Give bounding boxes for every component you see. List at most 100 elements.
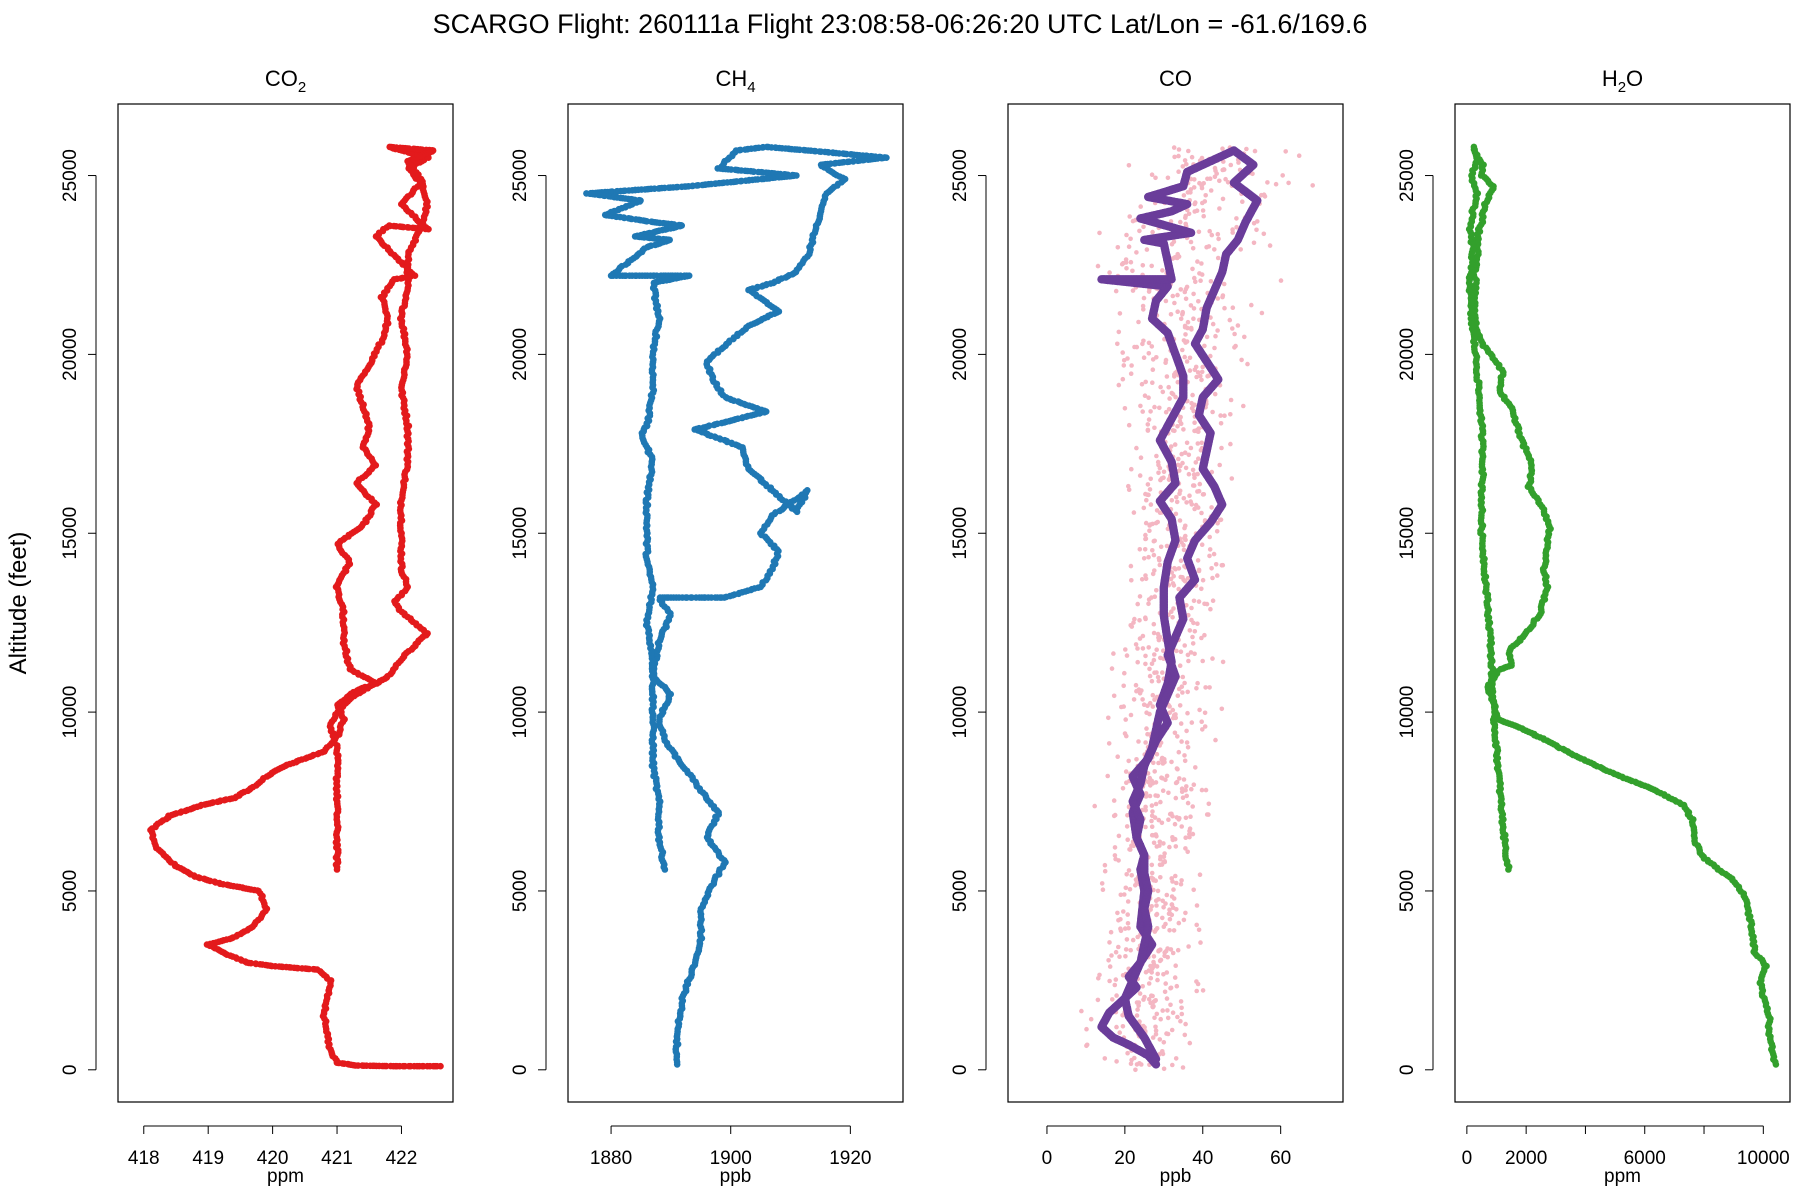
- co-raw-point: [1174, 648, 1179, 654]
- co-raw-point: [1197, 180, 1202, 186]
- co-raw-point: [1196, 456, 1201, 462]
- co-raw-point: [1150, 229, 1155, 235]
- co-raw-point: [1193, 460, 1199, 465]
- co-raw-point: [1152, 594, 1158, 599]
- co-raw-point: [1112, 982, 1118, 988]
- co-raw-point: [1168, 947, 1174, 952]
- co-raw-point: [1152, 404, 1157, 410]
- co-raw-point: [1183, 846, 1188, 851]
- panel-title-main: H: [1602, 66, 1618, 91]
- co-raw-point: [1202, 710, 1208, 716]
- co-raw-point: [1208, 353, 1213, 359]
- co-raw-point: [1164, 773, 1170, 779]
- co-raw-point: [1170, 1062, 1175, 1068]
- co-raw-point: [1123, 769, 1129, 774]
- co-raw-point: [1124, 232, 1129, 238]
- co-raw-point: [1145, 422, 1151, 427]
- co-raw-point: [1195, 441, 1201, 446]
- co-raw-point: [1197, 481, 1203, 487]
- co-raw-point: [1199, 787, 1205, 793]
- co-raw-point: [1193, 200, 1198, 205]
- co-raw-point: [1153, 175, 1158, 181]
- co-raw-point: [1195, 558, 1201, 563]
- co-raw-point: [1152, 929, 1158, 934]
- data-point: [405, 145, 413, 152]
- x-tick-label: 2000: [1505, 1148, 1547, 1169]
- co-raw-point: [1148, 502, 1154, 507]
- co-raw-point: [1186, 944, 1191, 949]
- co-raw-point: [1259, 310, 1265, 316]
- co-raw-point: [1146, 601, 1151, 607]
- co-raw-point: [1173, 511, 1179, 517]
- co-raw-point: [1154, 903, 1159, 908]
- co-raw-point: [1251, 220, 1257, 226]
- co-raw-point: [1186, 211, 1192, 217]
- y-tick-label: 10000: [60, 686, 81, 739]
- x-axis-label: ppb: [720, 1166, 752, 1187]
- co-raw-point: [1177, 703, 1183, 708]
- co-raw-point: [1079, 1008, 1084, 1014]
- co-raw-point: [1206, 801, 1212, 807]
- co-raw-point: [1160, 389, 1166, 395]
- co-raw-point: [1154, 751, 1160, 757]
- co-raw-point: [1182, 643, 1187, 648]
- co-raw-point: [1192, 651, 1197, 657]
- co-raw-point: [1241, 403, 1246, 409]
- co-raw-point: [1172, 442, 1178, 447]
- co-raw-point: [1165, 1031, 1171, 1037]
- co-raw-point: [1210, 656, 1215, 661]
- co-raw-point: [1143, 536, 1149, 541]
- co-raw-point: [1179, 540, 1184, 545]
- co-raw-point: [1172, 565, 1177, 571]
- co-raw-point: [1189, 786, 1194, 792]
- co-raw-point: [1192, 506, 1197, 512]
- co-raw-point: [1203, 193, 1208, 198]
- co-raw-point: [1242, 334, 1247, 340]
- co-raw-point: [1125, 356, 1130, 361]
- co-raw-point: [1166, 790, 1171, 796]
- co-raw-point: [1172, 372, 1177, 377]
- co-raw-point: [1115, 910, 1120, 916]
- co-raw-point: [1199, 185, 1205, 191]
- co-raw-point: [1146, 554, 1151, 560]
- co-raw-point: [1174, 499, 1180, 505]
- co-raw-point: [1129, 466, 1134, 472]
- co-raw-point: [1223, 176, 1228, 182]
- co-raw-point: [1189, 720, 1195, 725]
- co-raw-point: [1125, 813, 1130, 818]
- co-raw-point: [1185, 800, 1191, 806]
- co-raw-point: [1151, 760, 1156, 766]
- co-raw-point: [1240, 199, 1245, 204]
- co-raw-point: [1112, 853, 1118, 858]
- co-raw-point: [1193, 765, 1198, 770]
- co-raw-point: [1187, 355, 1193, 361]
- co-raw-point: [1180, 460, 1185, 466]
- co-raw-point: [1170, 615, 1175, 620]
- panel-title-subscript: 2: [298, 79, 306, 96]
- co-raw-point: [1175, 309, 1180, 315]
- co-raw-point: [1106, 958, 1111, 963]
- co-raw-point: [1171, 145, 1177, 150]
- co-raw-point: [1199, 586, 1204, 592]
- co-raw-point: [1170, 293, 1176, 299]
- co-raw-point: [1192, 177, 1197, 182]
- co-raw-point: [1216, 236, 1221, 242]
- series-h2o: [1465, 143, 1780, 1068]
- co-raw-point: [1278, 278, 1284, 283]
- co-raw-point: [1176, 169, 1181, 174]
- co-raw-point: [1162, 859, 1168, 865]
- co-raw-point: [1128, 259, 1134, 265]
- co-raw-point: [1178, 574, 1183, 580]
- co-raw-point: [1146, 645, 1151, 650]
- co-raw-point: [1150, 571, 1156, 577]
- co-raw-point: [1126, 244, 1132, 249]
- co-raw-point: [1196, 299, 1201, 304]
- co-raw-point: [1210, 409, 1215, 415]
- co-raw-point: [1126, 925, 1131, 931]
- co-raw-point: [1183, 1021, 1188, 1027]
- panel-title: CO2: [265, 66, 306, 96]
- co-raw-point: [1218, 413, 1223, 418]
- co-raw-point: [1133, 1067, 1138, 1073]
- co-raw-point: [1163, 360, 1168, 366]
- co-raw-point: [1140, 984, 1145, 989]
